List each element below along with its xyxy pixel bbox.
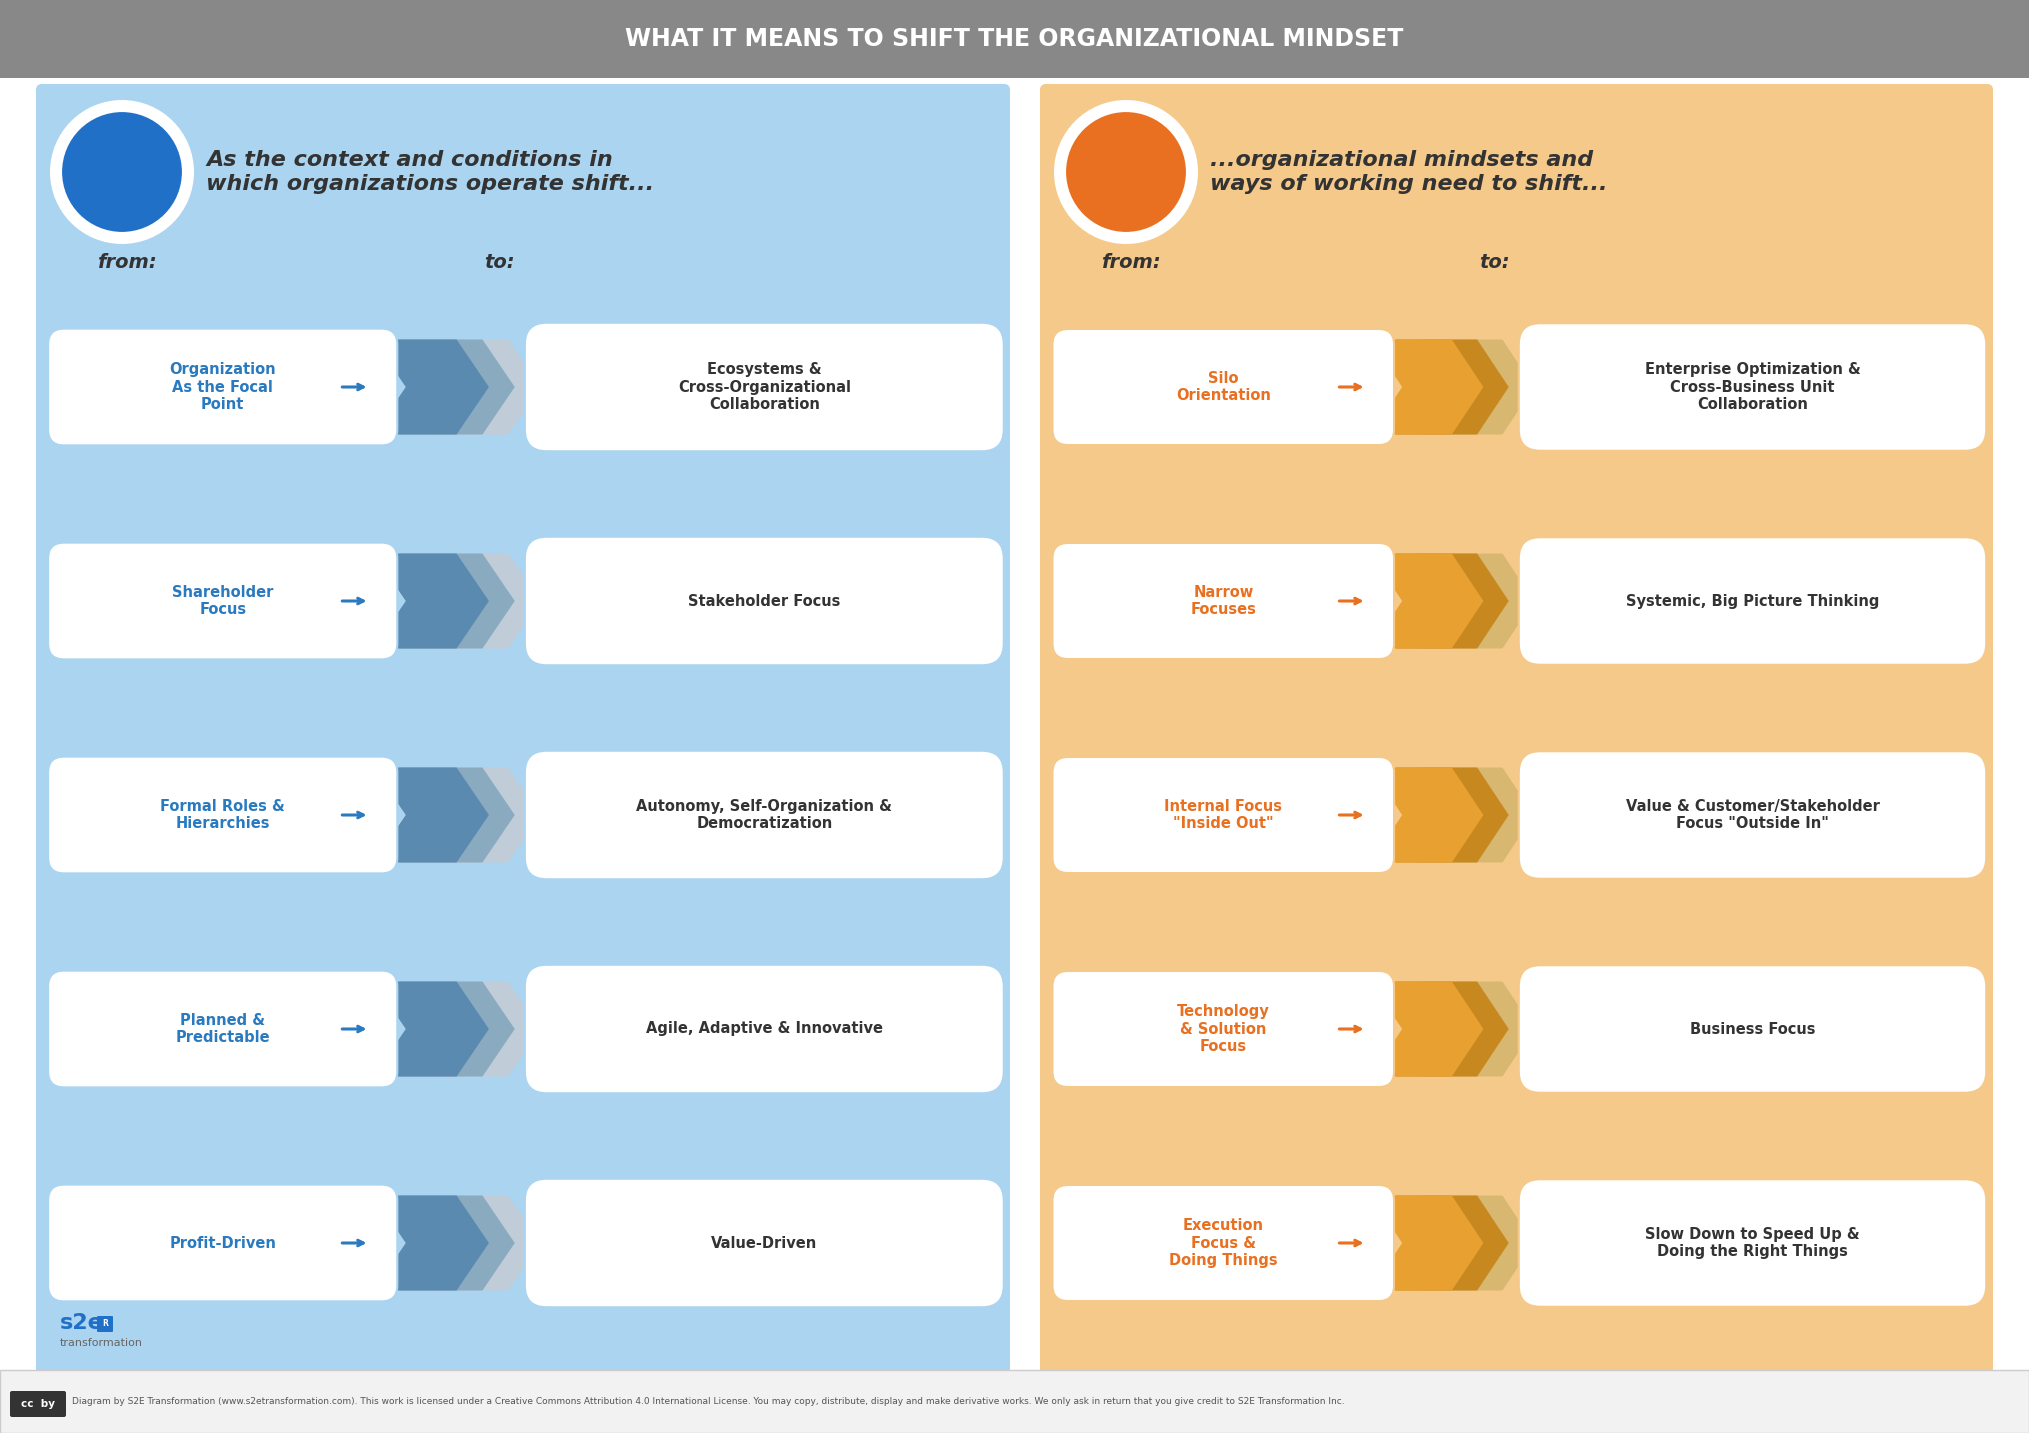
FancyBboxPatch shape (1041, 85, 1992, 1374)
Polygon shape (373, 982, 489, 1076)
FancyBboxPatch shape (1053, 330, 1394, 446)
FancyBboxPatch shape (49, 1185, 398, 1301)
Text: Shareholder
Focus: Shareholder Focus (172, 585, 274, 618)
Polygon shape (1420, 340, 1534, 434)
FancyBboxPatch shape (526, 537, 1004, 665)
FancyBboxPatch shape (1053, 972, 1394, 1088)
Circle shape (51, 100, 195, 244)
Text: Diagram by S2E Transformation (www.s2etransformation.com). This work is licensed: Diagram by S2E Transformation (www.s2etr… (71, 1397, 1345, 1407)
Text: Silo
Orientation: Silo Orientation (1177, 371, 1270, 403)
FancyBboxPatch shape (10, 1391, 67, 1417)
Polygon shape (373, 1195, 489, 1291)
Text: Formal Roles &
Hierarchies: Formal Roles & Hierarchies (160, 798, 286, 831)
FancyBboxPatch shape (1520, 324, 1986, 451)
Polygon shape (1396, 340, 1510, 434)
FancyBboxPatch shape (1053, 757, 1394, 873)
Polygon shape (373, 553, 489, 649)
Text: transformation: transformation (61, 1338, 142, 1348)
Circle shape (61, 110, 185, 234)
FancyBboxPatch shape (526, 322, 1004, 451)
Text: from:: from: (1102, 252, 1161, 271)
Polygon shape (1420, 768, 1534, 863)
FancyBboxPatch shape (526, 1179, 1004, 1307)
FancyBboxPatch shape (1520, 1179, 1986, 1307)
Text: Stakeholder Focus: Stakeholder Focus (688, 593, 840, 609)
Polygon shape (1370, 768, 1483, 863)
Polygon shape (1396, 982, 1510, 1076)
Text: ...organizational mindsets and
ways of working need to shift...: ...organizational mindsets and ways of w… (1209, 150, 1607, 193)
Text: Organization
As the Focal
Point: Organization As the Focal Point (168, 363, 276, 411)
Polygon shape (1370, 553, 1483, 649)
Text: Autonomy, Self-Organization &
Democratization: Autonomy, Self-Organization & Democratiz… (637, 798, 893, 831)
Text: WHAT IT MEANS TO SHIFT THE ORGANIZATIONAL MINDSET: WHAT IT MEANS TO SHIFT THE ORGANIZATIONA… (625, 27, 1404, 52)
Polygon shape (400, 340, 515, 434)
FancyBboxPatch shape (0, 0, 2029, 77)
Text: Ecosystems &
Cross-Organizational
Collaboration: Ecosystems & Cross-Organizational Collab… (678, 363, 850, 411)
Text: from:: from: (97, 252, 156, 271)
Polygon shape (426, 1195, 540, 1291)
Circle shape (1053, 100, 1197, 244)
Polygon shape (1370, 340, 1483, 434)
Polygon shape (426, 768, 540, 863)
Text: cc  by: cc by (20, 1399, 55, 1409)
FancyBboxPatch shape (526, 751, 1004, 880)
FancyBboxPatch shape (1520, 966, 1986, 1093)
Text: Enterprise Optimization &
Cross-Business Unit
Collaboration: Enterprise Optimization & Cross-Business… (1646, 363, 1861, 411)
Polygon shape (400, 982, 515, 1076)
Text: s2e: s2e (61, 1313, 103, 1333)
Text: Systemic, Big Picture Thinking: Systemic, Big Picture Thinking (1625, 593, 1879, 609)
Polygon shape (1396, 1195, 1510, 1291)
Text: Narrow
Focuses: Narrow Focuses (1191, 585, 1256, 618)
Polygon shape (426, 553, 540, 649)
FancyBboxPatch shape (1053, 1185, 1394, 1301)
Polygon shape (1420, 553, 1534, 649)
FancyBboxPatch shape (49, 543, 398, 659)
Text: Slow Down to Speed Up &
Doing the Right Things: Slow Down to Speed Up & Doing the Right … (1646, 1227, 1861, 1260)
Polygon shape (1396, 768, 1510, 863)
FancyBboxPatch shape (49, 328, 398, 446)
Polygon shape (426, 340, 540, 434)
Polygon shape (373, 768, 489, 863)
Text: Business Focus: Business Focus (1690, 1022, 1816, 1036)
FancyBboxPatch shape (49, 970, 398, 1088)
FancyBboxPatch shape (97, 1315, 114, 1333)
Text: Technology
& Solution
Focus: Technology & Solution Focus (1177, 1005, 1270, 1053)
Polygon shape (426, 982, 540, 1076)
Polygon shape (400, 1195, 515, 1291)
Text: Execution
Focus &
Doing Things: Execution Focus & Doing Things (1169, 1218, 1278, 1268)
Polygon shape (1370, 1195, 1483, 1291)
Text: As the context and conditions in
which organizations operate shift...: As the context and conditions in which o… (207, 150, 653, 193)
FancyBboxPatch shape (1520, 751, 1986, 878)
Circle shape (1063, 110, 1189, 234)
FancyBboxPatch shape (526, 964, 1004, 1093)
FancyBboxPatch shape (0, 1370, 2029, 1433)
Text: Value-Driven: Value-Driven (712, 1235, 818, 1251)
FancyBboxPatch shape (1053, 543, 1394, 659)
Text: Internal Focus
"Inside Out": Internal Focus "Inside Out" (1165, 798, 1282, 831)
Text: Profit-Driven: Profit-Driven (168, 1235, 276, 1251)
FancyBboxPatch shape (49, 757, 398, 873)
Polygon shape (373, 340, 489, 434)
Polygon shape (1370, 982, 1483, 1076)
Text: Agile, Adaptive & Innovative: Agile, Adaptive & Innovative (645, 1022, 883, 1036)
Text: Planned &
Predictable: Planned & Predictable (174, 1013, 270, 1045)
Polygon shape (1420, 1195, 1534, 1291)
Polygon shape (400, 768, 515, 863)
FancyBboxPatch shape (1520, 537, 1986, 665)
Text: R: R (101, 1320, 108, 1328)
Polygon shape (1420, 982, 1534, 1076)
Polygon shape (1396, 553, 1510, 649)
FancyBboxPatch shape (37, 85, 1010, 1374)
Text: Value & Customer/Stakeholder
Focus "Outside In": Value & Customer/Stakeholder Focus "Outs… (1625, 798, 1879, 831)
Text: to:: to: (1479, 252, 1510, 271)
Polygon shape (400, 553, 515, 649)
Text: to:: to: (485, 252, 515, 271)
